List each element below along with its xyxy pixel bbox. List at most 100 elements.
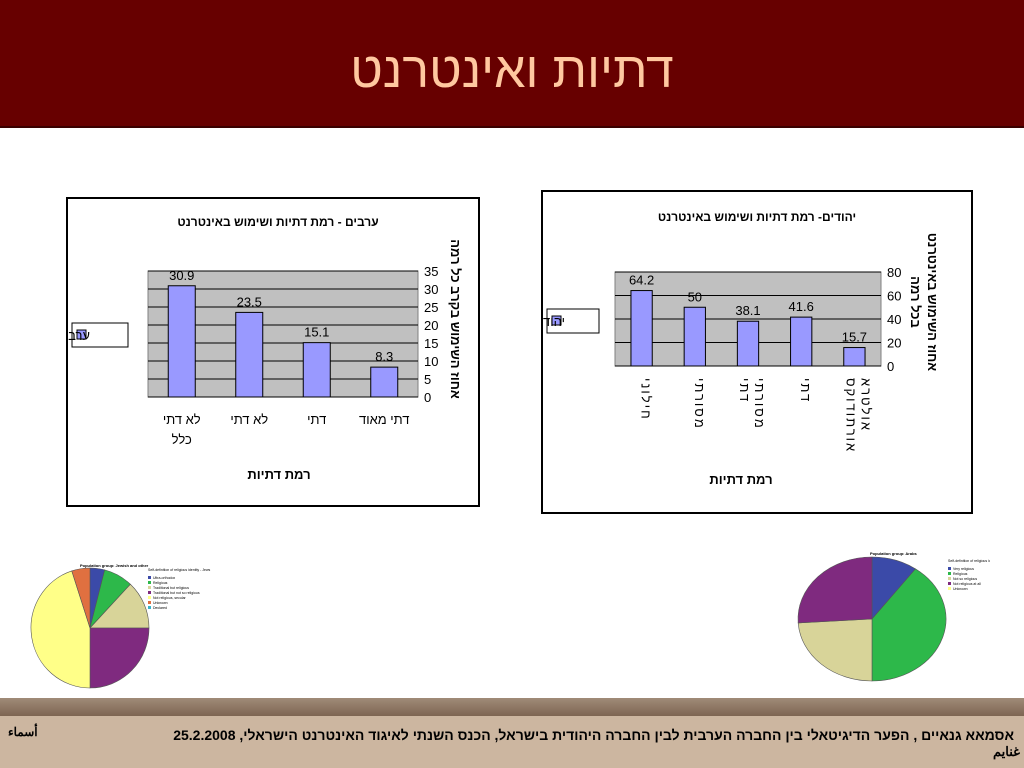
pie-legend-title: Self-definition of religious identity - …: [148, 568, 211, 572]
bar: [235, 311, 264, 398]
x-tick-label: מסורתי: [692, 378, 707, 430]
x-tick-label: מסורתי: [752, 378, 767, 430]
data-label: 64.2: [629, 273, 654, 288]
pie-legend-label: Ultra-orthodox: [153, 576, 175, 580]
x-axis-label: רמת דתיות: [709, 472, 772, 487]
pie-legend-label: Very religious: [953, 567, 974, 571]
pie-legend-swatch: [148, 596, 151, 599]
bar: [370, 366, 399, 398]
pie-slice: [30, 570, 91, 689]
bar: [630, 290, 653, 367]
bar: [167, 285, 196, 398]
arabs-bar-chart: ערבים - רמת דתיות ושימוש באינטרנט 35 30 25 2…: [68, 215, 463, 482]
pie-legend-swatch: [948, 572, 951, 575]
footer-citation: אסמאא גנאיים , הפער הדיגיטאלי בין החברה …: [173, 727, 1014, 743]
pie-slice: [871, 568, 947, 682]
footer-author-bottom: غنايم: [993, 744, 1020, 759]
y-tick-label: 20: [887, 336, 901, 351]
x-tick-label: חילוני: [639, 378, 654, 421]
x-tick-label: כלל: [172, 432, 192, 447]
pie-legend-label: Unknown: [153, 601, 168, 605]
pie-slice: [797, 618, 873, 682]
chart-title: יהודים- רמת דתיות ושימוש באינטרנט: [658, 210, 856, 224]
pie-legend-swatch: [148, 601, 151, 604]
pie-legend-swatch: [948, 577, 951, 580]
pie-legend-label: Not religious, secular: [153, 596, 187, 600]
y-tick-label: 35: [424, 264, 438, 279]
chart-title: ערבים - רמת דתיות ושימוש באינטרנט: [177, 215, 378, 229]
y-tick-label: 25: [424, 300, 438, 315]
pie-legend-swatch: [948, 567, 951, 570]
bar: [736, 320, 760, 367]
y-tick-label: 60: [887, 289, 901, 304]
footer: [0, 716, 1024, 768]
pie-legend-label: Religious: [953, 572, 968, 576]
y-tick-label: 0: [424, 390, 431, 405]
y-axis-label: אחוז השימוש באינטרנט: [925, 233, 940, 371]
pie-slice: [71, 567, 91, 629]
legend-label: ערבים: [68, 328, 90, 343]
bar: [302, 342, 331, 398]
x-tick-label: דתי מאוד: [359, 412, 409, 427]
footer-band: [0, 698, 1024, 716]
pie-legend-swatch: [148, 576, 151, 579]
x-tick-label: אורתודוקס: [843, 378, 858, 453]
y-tick-label: 5: [424, 372, 431, 387]
data-label: 23.5: [237, 294, 262, 309]
y-tick-label: 30: [424, 282, 438, 297]
pie-legend-label: Traditional but not so religious: [153, 591, 200, 595]
legend-label: יהודים: [543, 314, 565, 329]
pie-legend-swatch: [148, 606, 151, 609]
x-tick-label: לא דתי: [163, 412, 201, 427]
pie-legend-title: Self-definition of religious identity - …: [948, 559, 990, 563]
pie-legend-swatch: [948, 582, 951, 585]
pie-slice: [797, 556, 873, 624]
y-tick-label: 20: [424, 318, 438, 333]
data-label: 30.9: [169, 268, 194, 283]
y-tick-label: 10: [424, 354, 438, 369]
y-tick-label: 0: [887, 359, 894, 374]
footer-author-top: أسماء: [8, 725, 38, 739]
legend-swatch: [551, 315, 562, 326]
pie-slice: [89, 627, 150, 689]
y-tick-label: 80: [887, 265, 901, 280]
pie-title: Population group: Arabs: [870, 551, 918, 556]
bar: [790, 316, 813, 367]
data-label: 38.1: [735, 303, 760, 318]
y-tick-label: 15: [424, 336, 438, 351]
legend-swatch: [76, 329, 87, 340]
jews-bar-chart: יהודים- רמת דתיות ושימוש באינטרנט 80 60 40 2…: [543, 210, 940, 487]
y-axis-label: בכל רמה: [908, 276, 923, 328]
pie-legend-swatch: [148, 581, 151, 584]
x-tick-label: לא דתי: [230, 412, 268, 427]
bar: [683, 306, 706, 367]
slide-title: דתיות ואינטרנט: [350, 42, 674, 98]
data-label: 8.3: [375, 349, 393, 364]
arabs-chart-panel: ערבים - רמת דתיות ושימוש באינטרנט 35 30 25 2…: [66, 197, 480, 507]
x-tick-label: דתי: [307, 412, 326, 427]
jews-chart-panel: יהודים- רמת דתיות ושימוש באינטרנט 80 60 40 2…: [541, 190, 973, 514]
pie-legend-label: Not so religious: [953, 577, 977, 581]
jews-religiosity-pie-chart: Population group: Jewish and otherSelf-d…: [30, 563, 211, 689]
pie-title: Population group: Jewish and other: [80, 563, 149, 568]
pie-legend-label: Traditional but religious: [153, 586, 189, 590]
y-tick-label: 40: [887, 312, 901, 327]
title-bar: דתיות ואינטרנט: [0, 0, 1024, 128]
x-tick-label: דתי: [737, 378, 752, 403]
data-label: 41.6: [789, 299, 814, 314]
y-axis-label: אחוז השימוש בקרב כל רמה: [448, 239, 463, 399]
data-label: 15.1: [304, 325, 329, 340]
x-tick-label: אולטרא: [858, 378, 873, 432]
pie-legend-swatch: [148, 591, 151, 594]
x-tick-label: דתי: [798, 378, 813, 403]
data-label: 15.7: [842, 330, 867, 345]
bar: [843, 347, 866, 367]
pie-legend-label: Religious: [153, 581, 168, 585]
pie-legend-label: Declared: [153, 606, 167, 610]
arabs-religiosity-pie-chart: Population group: Arabs Self-definition o…: [797, 551, 990, 682]
x-axis-label: רמת דתיות: [247, 467, 310, 482]
pie-legend-label: Not religious at all: [953, 582, 981, 586]
pie-legend-swatch: [148, 586, 151, 589]
pie-legend-label: Unknown: [953, 587, 968, 591]
data-label: 50: [688, 289, 702, 304]
